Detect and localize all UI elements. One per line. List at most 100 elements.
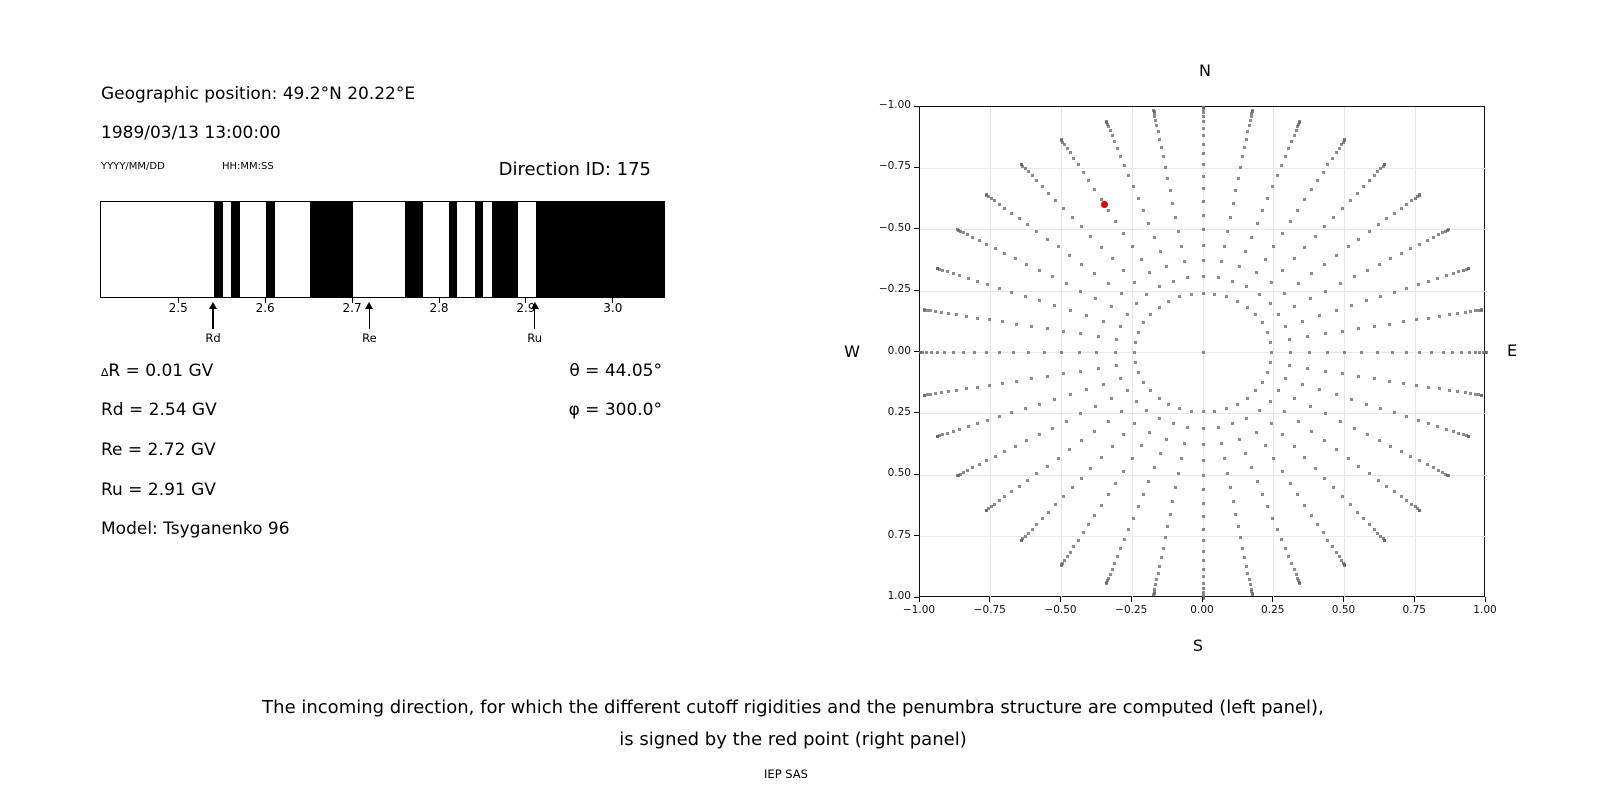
direction-grid-dot xyxy=(1271,516,1275,520)
direction-grid-dot xyxy=(1309,513,1313,517)
rd-arrow-shaft xyxy=(212,308,214,329)
direction-grid-dot xyxy=(1417,242,1421,246)
direction-grid-dot xyxy=(1161,155,1165,159)
direction-grid-dot xyxy=(1418,193,1422,197)
direction-grid-dot xyxy=(1224,295,1228,299)
direction-grid-dot xyxy=(1325,351,1329,354)
direction-grid-dot xyxy=(1409,502,1413,506)
direction-grid-dot xyxy=(1283,325,1287,329)
direction-grid-dot xyxy=(1293,397,1297,400)
direction-grid-dot xyxy=(1372,527,1376,531)
x-axis-tick xyxy=(1272,597,1274,602)
direction-grid-dot xyxy=(1280,469,1284,473)
direction-grid-dot xyxy=(1399,495,1403,499)
direction-grid-dot xyxy=(1350,304,1354,308)
direction-grid-dot xyxy=(1201,162,1205,166)
direction-grid-dot xyxy=(1326,538,1330,542)
direction-grid-dot xyxy=(1068,448,1071,452)
direction-grid-dot xyxy=(1297,579,1301,583)
direction-grid-dot xyxy=(1257,292,1261,296)
direction-grid-dot xyxy=(1236,524,1240,528)
direction-grid-dot xyxy=(1087,523,1090,526)
direction-grid-dot xyxy=(998,351,1001,354)
direction-grid-dot xyxy=(1437,314,1441,318)
forbidden-band xyxy=(266,202,275,297)
direction-grid-dot xyxy=(1392,290,1396,294)
direction-grid-dot xyxy=(1116,554,1119,558)
direction-grid-dot xyxy=(1287,337,1291,341)
direction-grid-dot xyxy=(1037,433,1041,437)
direction-grid-dot xyxy=(1405,286,1409,290)
direction-grid-dot xyxy=(1079,476,1083,480)
direction-grid-dot xyxy=(1334,550,1338,554)
direction-grid-dot xyxy=(1104,581,1108,585)
direction-grid-dot xyxy=(1390,351,1394,354)
direction-grid-dot xyxy=(1303,503,1307,507)
direction-grid-dot xyxy=(976,422,979,426)
direction-grid-dot xyxy=(1334,309,1338,312)
direction-grid-dot xyxy=(1155,578,1159,582)
direction-grid-dot xyxy=(966,469,969,472)
direction-grid-dot xyxy=(1296,208,1300,212)
y-axis-tick-label: 1.00 xyxy=(887,590,911,602)
direction-grid-dot xyxy=(1201,258,1205,262)
direction-grid-dot xyxy=(1405,499,1409,503)
direction-grid-dot xyxy=(984,508,988,512)
direction-grid-dot xyxy=(1255,222,1259,225)
direction-grid-dot xyxy=(951,351,955,354)
direction-grid-dot xyxy=(1155,123,1159,127)
direction-grid-dot xyxy=(1023,167,1027,171)
direction-grid-dot xyxy=(922,393,926,397)
direction-grid-dot xyxy=(1147,480,1151,483)
direction-grid-dot xyxy=(1355,191,1359,195)
direction-grid-dot xyxy=(1122,469,1126,473)
direction-grid-dot xyxy=(1481,351,1485,354)
direction-grid-dot xyxy=(1288,351,1292,354)
direction-grid-dot xyxy=(1167,402,1171,406)
direction-grid-dot xyxy=(1019,539,1023,543)
direction-grid-dot xyxy=(1355,510,1359,514)
direction-grid-dot xyxy=(1154,118,1158,122)
forbidden-band xyxy=(535,202,664,297)
direction-grid-dot xyxy=(1399,450,1403,454)
direction-grid-dot xyxy=(1133,351,1136,354)
direction-grid-dot xyxy=(1265,330,1269,334)
direction-grid-dot xyxy=(1339,143,1343,147)
direction-grid-dot xyxy=(1064,282,1068,286)
direction-grid-dot xyxy=(1296,576,1300,580)
direction-grid-dot xyxy=(1235,402,1239,406)
direction-grid-dot xyxy=(1030,527,1034,531)
direction-grid-dot xyxy=(1001,320,1005,324)
direction-grid-dot xyxy=(1201,488,1205,492)
direction-grid-dot xyxy=(925,308,929,312)
direction-grid-dot xyxy=(1296,420,1300,424)
x-axis-tick-label: 2.7 xyxy=(342,301,362,315)
direction-grid-dot xyxy=(1480,308,1484,312)
direction-grid-dot xyxy=(1234,189,1238,193)
direction-grid-dot xyxy=(1063,143,1067,147)
direction-grid-dot xyxy=(1152,109,1156,113)
direction-grid-dot xyxy=(1159,146,1163,149)
direction-grid-dot xyxy=(1309,188,1313,192)
direction-grid-dot xyxy=(1287,147,1290,151)
direction-grid-dot xyxy=(1306,335,1309,338)
direction-grid-dot xyxy=(1473,351,1477,354)
direction-grid-dot xyxy=(1134,302,1138,306)
direction-grid-dot xyxy=(958,229,962,233)
direction-grid-dot xyxy=(989,505,993,509)
direction-grid-dot xyxy=(1085,387,1088,391)
direction-grid-dot xyxy=(1272,244,1276,248)
direction-grid-dot xyxy=(1283,155,1287,159)
direction-grid-dot xyxy=(1436,276,1440,280)
direction-grid-dot xyxy=(1484,351,1488,354)
y-axis-tick xyxy=(913,596,919,598)
direction-grid-dot xyxy=(1056,456,1060,460)
direction-grid-dot xyxy=(1365,299,1369,303)
direction-grid-dot xyxy=(1457,270,1461,274)
direction-grid-dot xyxy=(1244,137,1248,141)
direction-grid-dot xyxy=(1168,512,1172,516)
direction-grid-dot xyxy=(1110,134,1114,138)
direction-grid-dot xyxy=(1308,297,1312,301)
direction-grid-dot xyxy=(1045,327,1049,331)
direction-grid-dot xyxy=(1261,208,1265,212)
